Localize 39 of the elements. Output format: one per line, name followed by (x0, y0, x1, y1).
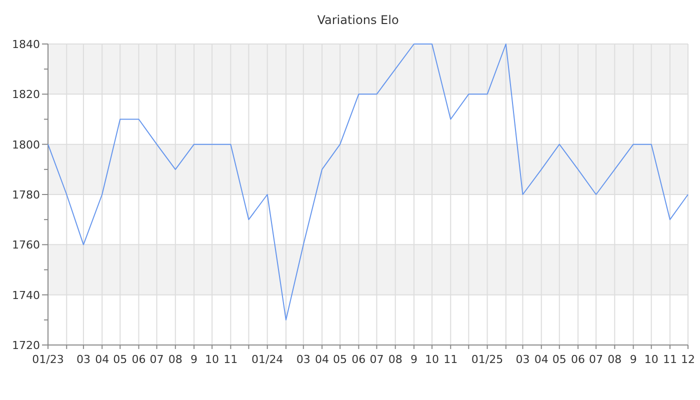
x-tick-label: 9 (410, 353, 418, 366)
x-tick-label: 05 (333, 353, 348, 366)
x-tick-label: 01/23 (32, 353, 64, 366)
y-tick-label: 1840 (12, 38, 40, 51)
x-tick-label: 01/25 (471, 353, 504, 366)
y-tick-label: 1780 (12, 188, 40, 202)
y-tick-label: 1720 (12, 339, 40, 352)
y-tick-label: 1820 (12, 88, 40, 102)
x-tick-label: 9 (190, 353, 198, 366)
x-tick-label: 08 (168, 353, 182, 366)
x-tick-label: 07 (589, 353, 604, 366)
x-tick-label: 10 (644, 353, 658, 366)
x-tick-label: 05 (113, 353, 128, 366)
x-tick-label: 11 (224, 353, 238, 366)
x-tick-label: 05 (552, 353, 566, 366)
x-tick-label: 01/24 (251, 353, 284, 366)
x-tick-label: 11 (662, 353, 677, 366)
x-tick-label: 08 (608, 353, 622, 366)
x-tick-label: 12 (681, 353, 695, 366)
x-tick-label: 10 (205, 353, 220, 366)
x-tick-label: 06 (571, 353, 586, 366)
x-tick-label: 07 (370, 353, 384, 366)
x-tick-label: 04 (315, 353, 330, 366)
x-tick-label: 07 (150, 353, 164, 366)
x-tick-label: 06 (132, 353, 146, 366)
chart-title: Variations Elo (317, 13, 399, 27)
y-tick-label: 1740 (12, 288, 40, 302)
x-tick-label: 06 (352, 353, 366, 366)
x-tick-label: 9 (630, 353, 637, 366)
x-tick-label: 03 (76, 353, 90, 366)
x-tick-label: 04 (95, 353, 110, 366)
x-tick-label: 03 (296, 353, 310, 366)
y-tick-label: 1760 (12, 238, 40, 252)
x-tick-label: 10 (425, 353, 439, 366)
x-tick-label: 11 (444, 353, 458, 366)
y-tick-label: 1800 (12, 138, 40, 152)
x-tick-label: 08 (388, 353, 402, 366)
x-tick-label: 04 (534, 353, 548, 366)
x-tick-label: 03 (516, 353, 530, 366)
